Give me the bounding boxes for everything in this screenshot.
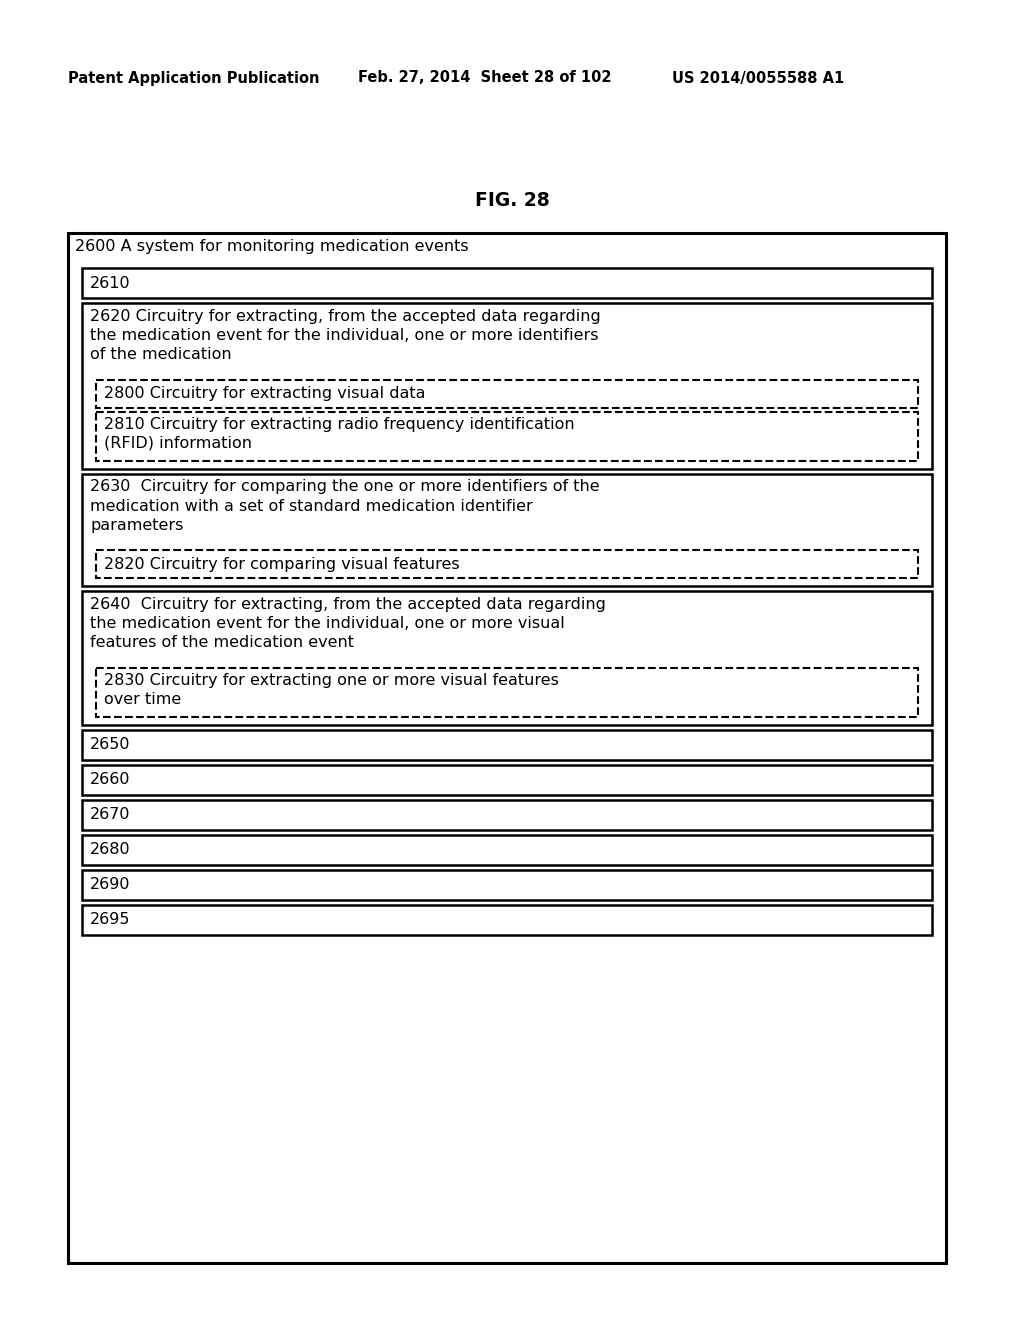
Text: 2660: 2660 [90,772,130,787]
Text: US 2014/0055588 A1: US 2014/0055588 A1 [672,70,844,86]
Text: 2610: 2610 [90,276,131,290]
Bar [82,834,932,865]
Bar [82,304,932,469]
Bar [82,730,932,759]
Bar [68,234,946,1263]
Bar [96,412,918,461]
Bar [82,591,932,725]
Text: 2695: 2695 [90,912,130,927]
Bar [82,800,932,829]
Text: 2600 A system for monitoring medication events: 2600 A system for monitoring medication … [75,239,469,253]
Bar [82,904,932,935]
Text: Feb. 27, 2014  Sheet 28 of 102: Feb. 27, 2014 Sheet 28 of 102 [358,70,611,86]
Bar [96,380,918,408]
Bar [82,764,932,795]
Bar [82,870,932,899]
Text: 2690: 2690 [90,876,130,892]
Text: 2640  Circuitry for extracting, from the accepted data regarding
the medication : 2640 Circuitry for extracting, from the … [90,597,606,651]
Text: 2680: 2680 [90,842,131,857]
Text: 2670: 2670 [90,807,130,822]
Text: FIG. 28: FIG. 28 [475,190,549,210]
Bar [96,550,918,578]
Bar [82,474,932,586]
Text: 2650: 2650 [90,737,130,752]
Text: 2820 Circuitry for comparing visual features: 2820 Circuitry for comparing visual feat… [104,557,460,572]
Text: Patent Application Publication: Patent Application Publication [68,70,319,86]
Text: 2830 Circuitry for extracting one or more visual features
over time: 2830 Circuitry for extracting one or mor… [104,672,559,706]
Text: 2630  Circuitry for comparing the one or more identifiers of the
medication with: 2630 Circuitry for comparing the one or … [90,479,600,533]
Text: 2800 Circuitry for extracting visual data: 2800 Circuitry for extracting visual dat… [104,385,426,401]
Bar [96,668,918,717]
Bar [82,268,932,298]
Text: 2620 Circuitry for extracting, from the accepted data regarding
the medication e: 2620 Circuitry for extracting, from the … [90,309,601,363]
Text: 2810 Circuitry for extracting radio frequency identification
(RFID) information: 2810 Circuitry for extracting radio freq… [104,417,574,450]
